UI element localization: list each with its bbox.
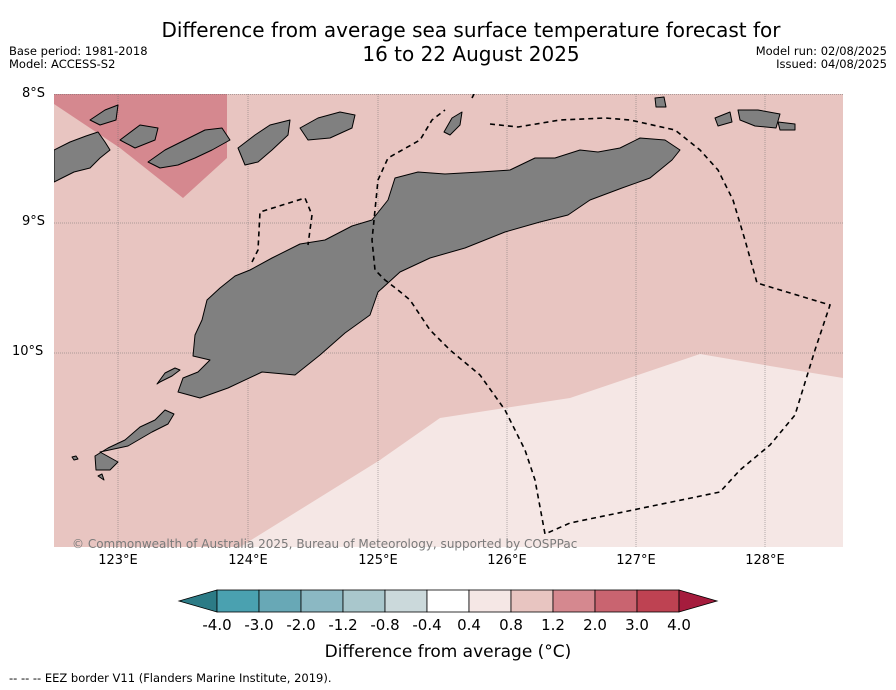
- timor-island: [177, 137, 681, 399]
- colorbar-tick-label: -3.0: [244, 616, 274, 634]
- lakor-island: [777, 121, 796, 131]
- page-title: Difference from average sea surface temp…: [0, 18, 896, 66]
- model-name: Model: ACCESS-S2: [9, 57, 116, 71]
- colorbar-extend-max: [678, 589, 719, 613]
- colorbar-segment: [594, 589, 638, 613]
- lon-label-127e: 127°E: [616, 553, 656, 568]
- lon-label-125e: 125°E: [358, 553, 398, 568]
- colorbar-tick-label: 0.4: [457, 616, 481, 634]
- title-line-2: 16 to 22 August 2025: [362, 42, 580, 66]
- eez-border-oecusse: [251, 197, 313, 263]
- rote-island: [94, 409, 175, 471]
- lon-label-124e: 124°E: [228, 553, 268, 568]
- run-info: Model run: 02/08/2025 Issued: 04/08/2025: [756, 45, 887, 71]
- atauro-island: [443, 111, 463, 136]
- colorbar-title: Difference from average (°C): [324, 642, 572, 662]
- colorbar-segment: [384, 589, 428, 613]
- lon-label-126e: 126°E: [487, 553, 527, 568]
- colorbar: [177, 589, 719, 613]
- kisar-island: [654, 96, 667, 108]
- copyright-notice: © Commonwealth of Australia 2025, Bureau…: [72, 537, 578, 551]
- model-run: Model run: 02/08/2025: [755, 44, 887, 58]
- island-north-1: [89, 104, 119, 126]
- colorbar-tick-label: 4.0: [667, 616, 691, 634]
- colorbar-tick-label: -0.8: [370, 616, 400, 634]
- island-north-2: [119, 124, 159, 149]
- colorbar-tick-label: 0.8: [499, 616, 523, 634]
- islet-1: [97, 473, 105, 481]
- wetar-island: [299, 111, 356, 141]
- alor-island: [147, 127, 231, 169]
- islet-2: [71, 455, 79, 461]
- colorbar-tick-label: -0.4: [412, 616, 442, 634]
- moa-island: [737, 109, 781, 129]
- anomaly-band-0-4-to-0-8: [240, 354, 843, 547]
- colorbar-tick-label: 1.2: [541, 616, 565, 634]
- colorbar-segment: [426, 589, 470, 613]
- lon-label-128e: 128°E: [745, 553, 785, 568]
- colorbar-tick-label: -1.2: [328, 616, 358, 634]
- colorbar-tick-label: 3.0: [625, 616, 649, 634]
- sst-anomaly-map: [54, 94, 843, 547]
- colorbar-segment: [216, 589, 260, 613]
- colorbar-segment: [342, 589, 386, 613]
- colorbar-segment: [468, 589, 512, 613]
- title-line-1: Difference from average sea surface temp…: [161, 18, 781, 42]
- colorbar-segment: [636, 589, 680, 613]
- lon-label-123e: 123°E: [98, 553, 138, 568]
- lat-label-10s: 10°S: [12, 344, 44, 359]
- colorbar-tick-label: 2.0: [583, 616, 607, 634]
- colorbar-extend-min: [177, 589, 218, 613]
- colorbar-tick-label: -4.0: [202, 616, 232, 634]
- eez-border-legend: -- -- -- EEZ border V11 (Flanders Marine…: [9, 671, 332, 685]
- colorbar-segment: [510, 589, 554, 613]
- colorbar-tick-label: -2.0: [286, 616, 316, 634]
- lat-label-8s: 8°S: [22, 86, 46, 101]
- colorbar-segment: [258, 589, 302, 613]
- lat-label-9s: 9°S: [22, 214, 46, 229]
- eez-borders: [251, 94, 832, 536]
- colorbar-segment: [552, 589, 596, 613]
- model-info: Base period: 1981-2018 Model: ACCESS-S2: [9, 45, 148, 71]
- leti-island: [714, 111, 733, 127]
- land: [54, 96, 796, 481]
- semau-island: [156, 367, 181, 385]
- colorbar-segment: [300, 589, 344, 613]
- base-period: Base period: 1981-2018: [9, 44, 148, 58]
- issued-date: Issued: 04/08/2025: [776, 57, 887, 71]
- pantar-island: [237, 119, 291, 166]
- eez-border-main: [371, 109, 832, 536]
- eez-border-north: [471, 94, 475, 99]
- flores-island: [54, 131, 111, 183]
